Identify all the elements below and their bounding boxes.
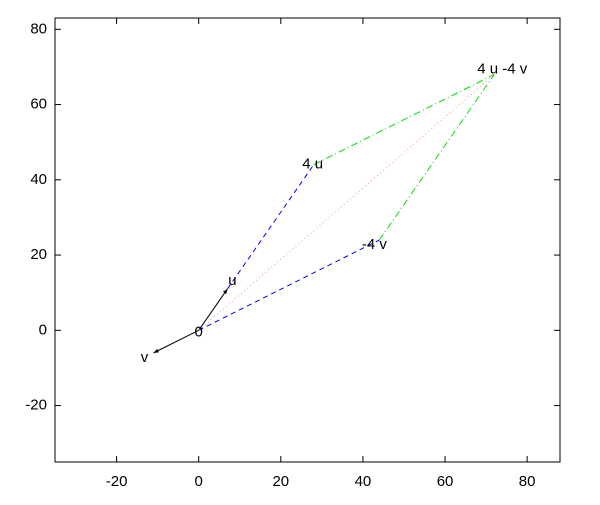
x-tick-label: 60 xyxy=(437,473,454,490)
point-label: u xyxy=(228,272,236,289)
vector-line xyxy=(313,73,495,166)
point-label: 4 u xyxy=(302,156,323,173)
x-tick-label: -20 xyxy=(106,473,128,490)
point-label: -4 v xyxy=(362,236,388,253)
vector-line xyxy=(153,329,199,354)
point-label: 0 xyxy=(195,323,203,340)
y-tick-label: 0 xyxy=(39,321,47,338)
x-tick-label: 20 xyxy=(272,473,289,490)
vector-line xyxy=(227,164,315,290)
vector-line xyxy=(198,288,228,331)
y-tick-label: -20 xyxy=(25,397,47,414)
vector-line xyxy=(378,74,495,241)
y-tick-label: 60 xyxy=(30,96,47,113)
y-tick-label: 80 xyxy=(30,20,47,37)
point-label: 4 u -4 v xyxy=(477,60,528,77)
x-tick-label: 40 xyxy=(355,473,372,490)
x-tick-label: 0 xyxy=(195,473,203,490)
x-tick-label: 80 xyxy=(519,473,536,490)
y-tick-label: 40 xyxy=(30,171,47,188)
vector-line xyxy=(198,74,495,331)
y-tick-label: 20 xyxy=(30,246,47,263)
plot-frame xyxy=(54,17,561,463)
point-label: v xyxy=(141,349,149,366)
vector-line xyxy=(198,239,380,331)
